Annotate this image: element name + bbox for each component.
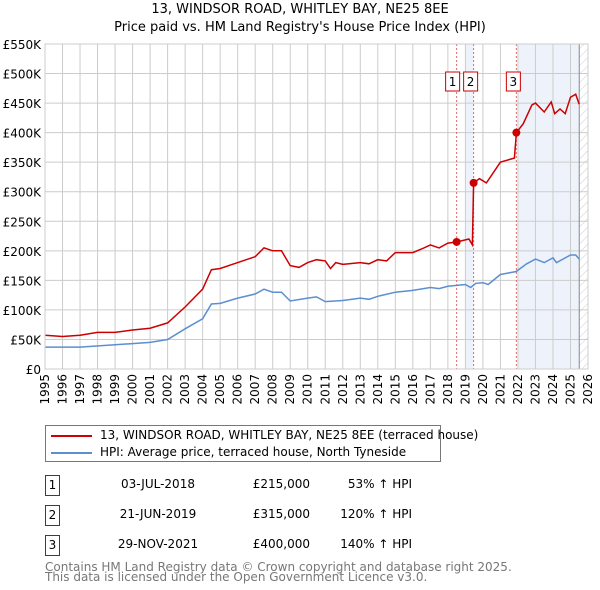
x-tick-label: 2022 [511, 374, 525, 405]
transaction-number: 1 [45, 475, 60, 496]
x-tick-label: 2017 [423, 374, 437, 405]
sale-point [452, 237, 461, 246]
x-tick-label: 1999 [108, 374, 122, 405]
transaction-hpi: 53% ↑ HPI [347, 477, 412, 491]
transaction-row: 3 29-NOV-2021 £400,000 140% ↑ HPI [45, 535, 445, 556]
legend: 13, WINDSOR ROAD, WHITLEY BAY, NE25 8EE … [45, 425, 478, 462]
x-tick-label: 2000 [126, 374, 140, 405]
x-tick-label: 2011 [318, 374, 332, 405]
x-tick-label: 2014 [371, 374, 385, 405]
transaction-price: £215,000 [252, 477, 310, 491]
y-tick-label: £550K [3, 38, 43, 52]
x-tick-label: 2006 [231, 374, 245, 405]
x-tick-label: 2009 [283, 374, 297, 405]
property-price-line [44, 93, 580, 338]
y-tick-label: £0 [26, 363, 41, 377]
x-tick-label: 2010 [301, 374, 315, 405]
transaction-date: 21-JUN-2019 [119, 507, 197, 521]
footer-copyright: Contains HM Land Registry data © Crown c… [45, 560, 512, 574]
x-tick-label: 2002 [161, 374, 175, 405]
x-tick-label: 2001 [143, 374, 157, 405]
x-tick-label: 2024 [546, 374, 560, 405]
sale-label-box [463, 71, 479, 92]
y-tick-label: £450K [3, 97, 43, 111]
sale-label: 3 [510, 75, 518, 89]
transaction-date: 03-JUL-2018 [121, 477, 195, 491]
x-tick-label: 1996 [56, 374, 70, 405]
x-tick-label: 2013 [353, 374, 367, 405]
x-tick-label: 2020 [476, 374, 490, 405]
x-tick-label: 1997 [73, 374, 87, 405]
sale-label-box [445, 71, 461, 92]
transaction-row: 2 21-JUN-2019 £315,000 120% ↑ HPI [45, 505, 445, 526]
y-tick-label: £250K [3, 215, 43, 229]
sale-label: 1 [449, 75, 457, 89]
sale-point [469, 178, 478, 187]
x-tick-label: 2018 [441, 374, 455, 405]
plot-border [44, 43, 589, 370]
y-tick-label: £100K [3, 304, 43, 318]
transaction-number: 3 [45, 535, 60, 556]
x-tick-label: 2012 [336, 374, 350, 405]
price-chart: 1995 1996 1997 1998 1999 2000 2001 2002 2003 2004… [3, 38, 595, 405]
x-tick-label: 2016 [406, 374, 420, 405]
sale-label: 2 [467, 75, 475, 89]
x-tick-label: 2005 [213, 374, 227, 405]
x-tick-label: 2007 [248, 374, 262, 405]
transaction-row: 1 03-JUL-2018 £215,000 53% ↑ HPI [45, 475, 445, 496]
x-tick-label: 2025 [563, 374, 577, 405]
sale-point [512, 128, 521, 137]
y-tick-label: £200K [3, 245, 43, 259]
chart-title: 13, WINDSOR ROAD, WHITLEY BAY, NE25 8EE [151, 2, 449, 17]
transaction-hpi: 140% ↑ HPI [340, 537, 412, 551]
forecast-hatch [579, 44, 588, 369]
transaction-date: 29-NOV-2021 [117, 537, 199, 551]
chart-subtitle: Price paid vs. HM Land Registry's House … [114, 20, 486, 35]
x-tick-label: 1998 [91, 374, 105, 405]
x-tick-label: 2023 [528, 374, 542, 405]
x-tick-label: 2021 [493, 374, 507, 405]
transaction-hpi: 120% ↑ HPI [340, 507, 412, 521]
hpi-line [45, 254, 580, 348]
x-tick-label: 2004 [196, 374, 210, 405]
sale-label-box [505, 71, 521, 92]
footer-licence: This data is licensed under the Open Gov… [45, 570, 428, 584]
x-tick-label: 2015 [388, 374, 402, 405]
x-tick-label: 2008 [266, 374, 280, 405]
transaction-number: 2 [45, 505, 60, 526]
y-tick-label: £350K [3, 156, 43, 170]
x-tick-label: 2026 [581, 374, 595, 405]
transaction-price: £400,000 [252, 537, 310, 551]
legend-swatch-hpi [51, 452, 92, 454]
shade-region [517, 44, 580, 369]
legend-label-hpi: HPI: Average price, terraced house, Nort… [100, 445, 407, 459]
legend-swatch-property [51, 435, 92, 437]
y-tick-label: £400K [3, 127, 43, 141]
x-tick-label: 2003 [178, 374, 192, 405]
y-tick-label: £50K [10, 333, 42, 347]
transaction-price: £315,000 [252, 507, 310, 521]
y-tick-label: £500K [3, 68, 43, 82]
y-tick-label: £300K [3, 186, 43, 200]
x-tick-label: 1995 [38, 374, 52, 405]
x-tick-label: 2019 [458, 374, 472, 405]
y-tick-label: £150K [3, 274, 43, 288]
shade-region [465, 44, 474, 369]
legend-label-property: 13, WINDSOR ROAD, WHITLEY BAY, NE25 8EE … [100, 428, 479, 442]
